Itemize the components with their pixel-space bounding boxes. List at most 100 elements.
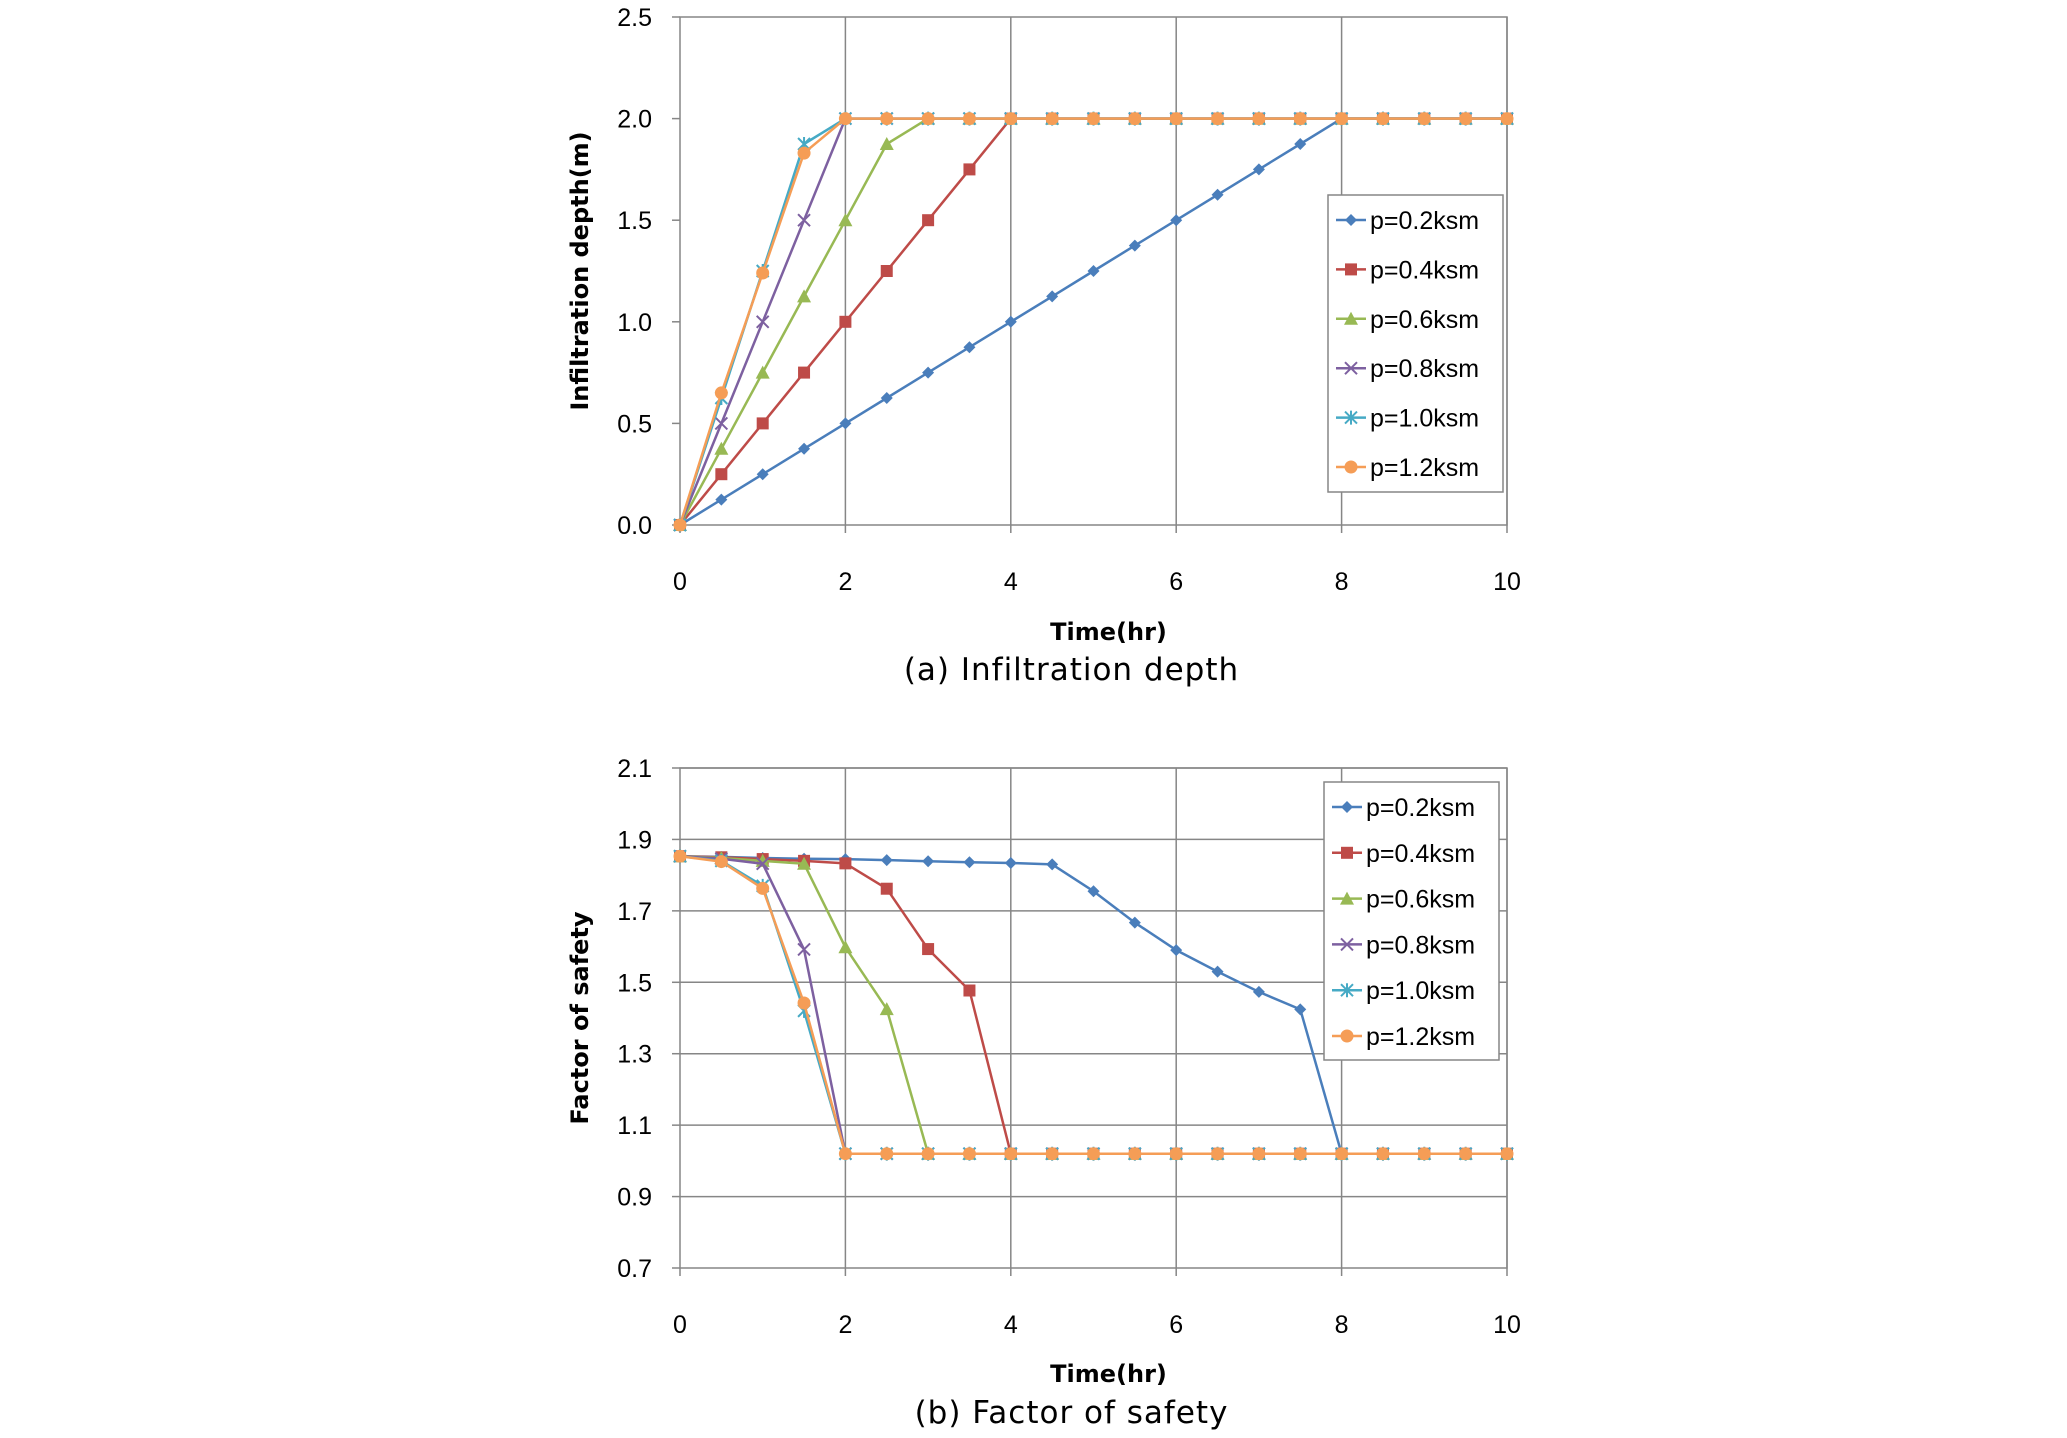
data-point [797, 146, 811, 160]
x-tick-label: 4 [1004, 1311, 1018, 1339]
data-point [1294, 138, 1307, 150]
data-point [1417, 1147, 1431, 1161]
data-point [714, 855, 728, 869]
data-point [1128, 1147, 1142, 1161]
data-point [755, 857, 770, 871]
data-point [797, 996, 811, 1010]
data-point [1046, 858, 1059, 871]
legend-entry: p=0.2ksm [1332, 794, 1475, 822]
y-tick-label: 2.0 [617, 106, 652, 134]
data-point [714, 416, 729, 431]
data-point [673, 518, 687, 532]
legend-entry: p=1.2ksm [1332, 1023, 1475, 1051]
legend-label: p=0.2ksm [1366, 794, 1475, 822]
data-point [797, 942, 811, 957]
data-point [1252, 163, 1265, 176]
data-point [1294, 1003, 1307, 1016]
legend-entry: p=0.6ksm [1332, 886, 1475, 914]
x-tick-label: 0 [673, 568, 687, 596]
y-tick-label: 0.7 [617, 1255, 652, 1283]
data-point [880, 1147, 894, 1161]
figure-caption: (a) Infiltration depth [904, 652, 1239, 688]
legend-entry: p=1.0ksm [1336, 405, 1479, 433]
data-point [880, 854, 893, 867]
data-point [1004, 315, 1017, 328]
legend-entry: p=0.8ksm [1332, 931, 1475, 959]
data-point [1252, 985, 1265, 998]
y-tick-label: 2.5 [617, 4, 652, 32]
legend-marker [1341, 801, 1353, 813]
data-point [797, 856, 812, 870]
legend-marker [1345, 263, 1357, 276]
legend-label: p=0.4ksm [1366, 840, 1475, 868]
y-axis-title: Infiltration depth(m) [566, 131, 594, 410]
legend-entry: p=1.0ksm [1332, 977, 1475, 1005]
legend-label: p=1.0ksm [1370, 405, 1479, 433]
data-point [1087, 112, 1100, 126]
data-point [838, 112, 852, 126]
legend-label: p=0.8ksm [1366, 931, 1475, 959]
legend-entry: p=0.6ksm [1336, 306, 1479, 334]
data-point [1045, 1147, 1059, 1161]
x-tick-label: 10 [1493, 1311, 1521, 1339]
data-point [1335, 112, 1349, 126]
data-point [1004, 857, 1017, 869]
x-axis-title: Time(hr) [1050, 618, 1167, 646]
data-point [838, 940, 853, 954]
y-axis-title: Factor of safety [566, 911, 594, 1125]
data-point [1087, 265, 1100, 277]
legend-entry: p=0.8ksm [1336, 355, 1479, 383]
data-point [673, 849, 687, 863]
data-point [1046, 290, 1059, 303]
legend-marker [1344, 460, 1358, 474]
data-point [921, 112, 935, 126]
series-p=1.2ksm [673, 849, 1514, 1161]
x-tick-label: 10 [1493, 568, 1521, 596]
x-tick-label: 2 [838, 1311, 852, 1339]
y-tick-label: 1.5 [617, 207, 652, 235]
y-tick-label: 1.0 [617, 309, 652, 337]
legend-box [1323, 781, 1500, 1061]
data-point [1087, 885, 1100, 898]
data-point [715, 493, 728, 506]
data-point [1211, 188, 1224, 201]
y-tick-label: 1.9 [617, 826, 652, 854]
data-point [1335, 1147, 1349, 1161]
data-point [1293, 112, 1307, 126]
legend: p=0.2ksm p=0.4ksm p=0.6ksm p=0.8ksm p=1.0ksm… [1327, 194, 1504, 493]
legend-label: p=0.6ksm [1366, 886, 1475, 914]
data-point [839, 857, 852, 870]
legend-marker [1344, 410, 1358, 425]
legend-marker [1341, 846, 1353, 859]
data-point [922, 943, 935, 956]
data-point [839, 417, 852, 430]
data-point [756, 881, 770, 895]
data-point [1128, 239, 1141, 252]
data-point [962, 112, 976, 126]
data-point [1169, 112, 1183, 126]
data-point [962, 1147, 976, 1161]
legend-label: p=1.2ksm [1370, 454, 1479, 482]
data-point [1211, 1147, 1225, 1161]
data-point [1376, 112, 1390, 126]
data-point [1087, 1147, 1100, 1161]
x-tick-label: 0 [673, 1311, 687, 1339]
data-point [1128, 916, 1141, 929]
data-point [921, 1147, 935, 1161]
x-tick-label: 6 [1169, 1311, 1183, 1339]
series-p=1.2ksm [673, 112, 1514, 532]
legend-entry: p=0.4ksm [1332, 840, 1475, 868]
data-point [879, 1002, 894, 1016]
x-tick-label: 8 [1335, 568, 1349, 596]
data-point [838, 213, 853, 227]
data-point [755, 315, 770, 329]
data-point [714, 441, 729, 455]
figure-caption: (b) Factor of safety [915, 1395, 1229, 1431]
chart-1: 0.0 0.5 1.0 1.5 2.0 2.5 0 2 4 6 8 10 Time(hr) Infiltr… [566, 4, 1521, 688]
data-point [963, 856, 976, 869]
data-point [922, 366, 935, 379]
legend-entry: p=0.4ksm [1336, 256, 1479, 284]
y-tick-label: 1.1 [617, 1112, 652, 1140]
x-axis-title: Time(hr) [1050, 1360, 1167, 1388]
